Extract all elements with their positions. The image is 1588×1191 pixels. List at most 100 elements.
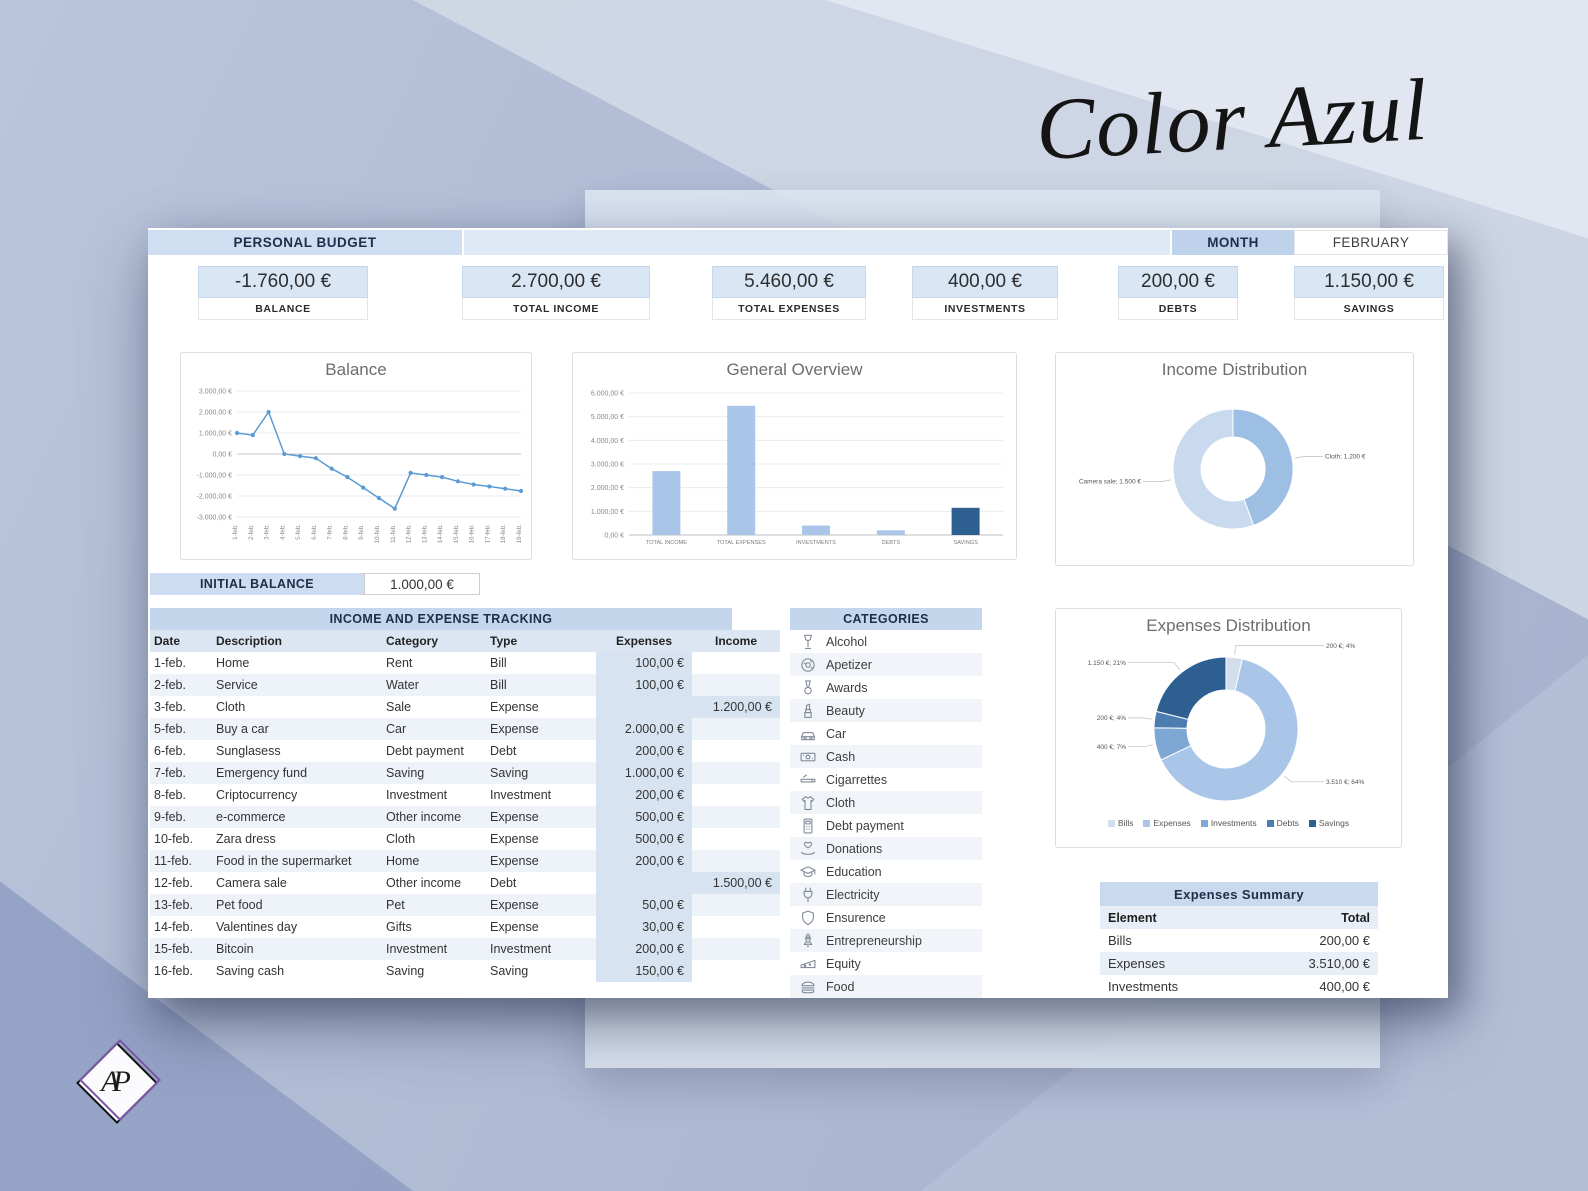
- cell-expenses[interactable]: 150,00 €: [596, 960, 692, 982]
- month-selector-label[interactable]: MONTH: [1172, 230, 1294, 255]
- cell-expenses[interactable]: 200,00 €: [596, 784, 692, 806]
- cell-income[interactable]: [692, 674, 780, 696]
- cell-date[interactable]: 5-feb.: [154, 722, 186, 736]
- cell-type[interactable]: Expense: [490, 898, 539, 912]
- cell-category[interactable]: Other income: [386, 876, 462, 890]
- cell-type[interactable]: Expense: [490, 832, 539, 846]
- cell-description[interactable]: Camera sale: [216, 876, 287, 890]
- cell-expenses[interactable]: 200,00 €: [596, 740, 692, 762]
- cell-type[interactable]: Bill: [490, 678, 507, 692]
- cell-income[interactable]: [692, 938, 780, 960]
- cell-date[interactable]: 12-feb.: [154, 876, 193, 890]
- cell-category[interactable]: Investment: [386, 942, 448, 956]
- svg-text:2.000,00 €: 2.000,00 €: [199, 410, 232, 417]
- initial-balance-value[interactable]: 1.000,00 €: [364, 573, 480, 595]
- cell-income[interactable]: [692, 718, 780, 740]
- cell-description[interactable]: Food in the supermarket: [216, 854, 352, 868]
- cell-category[interactable]: Pet: [386, 898, 405, 912]
- cell-type[interactable]: Expense: [490, 920, 539, 934]
- cell-type[interactable]: Expense: [490, 810, 539, 824]
- cell-category[interactable]: Sale: [386, 700, 412, 714]
- cell-income[interactable]: [692, 652, 780, 674]
- cell-income[interactable]: [692, 828, 780, 850]
- cell-description[interactable]: Emergency fund: [216, 766, 308, 780]
- cell-expenses[interactable]: 50,00 €: [596, 894, 692, 916]
- cell-date[interactable]: 1-feb.: [154, 656, 186, 670]
- table-row: 9-feb. e-commerce Other income Expense 500,0…: [150, 806, 780, 828]
- cell-category[interactable]: Saving: [386, 766, 425, 780]
- cell-description[interactable]: e-commerce: [216, 810, 286, 824]
- cell-expenses[interactable]: 500,00 €: [596, 806, 692, 828]
- cell-income[interactable]: [692, 784, 780, 806]
- cell-type[interactable]: Expense: [490, 854, 539, 868]
- cell-date[interactable]: 13-feb.: [154, 898, 193, 912]
- cell-category[interactable]: Cloth: [386, 832, 416, 846]
- cell-category[interactable]: Water: [386, 678, 419, 692]
- cell-expenses[interactable]: 100,00 €: [596, 674, 692, 696]
- cell-category[interactable]: Investment: [386, 788, 448, 802]
- cell-expenses[interactable]: 1.000,00 €: [596, 762, 692, 784]
- cell-expenses[interactable]: 200,00 €: [596, 938, 692, 960]
- cell-expenses[interactable]: 200,00 €: [596, 850, 692, 872]
- cell-expenses[interactable]: [596, 696, 692, 718]
- cell-category[interactable]: Rent: [386, 656, 413, 670]
- cell-type[interactable]: Saving: [490, 766, 529, 780]
- cell-date[interactable]: 3-feb.: [154, 700, 186, 714]
- cell-date[interactable]: 11-feb.: [154, 854, 192, 868]
- cell-type[interactable]: Expense: [490, 722, 539, 736]
- cell-category[interactable]: Home: [386, 854, 420, 868]
- cell-expenses[interactable]: 30,00 €: [596, 916, 692, 938]
- cell-description[interactable]: Saving cash: [216, 964, 285, 978]
- cell-income[interactable]: [692, 740, 780, 762]
- cell-date[interactable]: 7-feb.: [154, 766, 186, 780]
- cell-type[interactable]: Expense: [490, 700, 539, 714]
- cell-description[interactable]: Cloth: [216, 700, 246, 714]
- cell-date[interactable]: 6-feb.: [154, 744, 186, 758]
- cell-description[interactable]: Sunglasess: [216, 744, 281, 758]
- cell-expenses[interactable]: 500,00 €: [596, 828, 692, 850]
- cell-income[interactable]: [692, 960, 780, 982]
- cell-category[interactable]: Gifts: [386, 920, 412, 934]
- cell-description[interactable]: Zara dress: [216, 832, 276, 846]
- cell-income[interactable]: [692, 894, 780, 916]
- cell-income[interactable]: 1.200,00 €: [692, 696, 780, 718]
- cell-type[interactable]: Investment: [490, 788, 552, 802]
- cell-income[interactable]: 1.500,00 €: [692, 872, 780, 894]
- cell-description[interactable]: Service: [216, 678, 258, 692]
- cell-description[interactable]: Buy a car: [216, 722, 269, 736]
- cell-type[interactable]: Debt: [490, 744, 517, 758]
- cell-description[interactable]: Home: [216, 656, 250, 670]
- cell-type[interactable]: Investment: [490, 942, 552, 956]
- cell-description[interactable]: Pet food: [216, 898, 263, 912]
- cell-description[interactable]: Bitcoin: [216, 942, 254, 956]
- cell-expenses[interactable]: 2.000,00 €: [596, 718, 692, 740]
- cell-date[interactable]: 10-feb.: [154, 832, 193, 846]
- cell-type[interactable]: Bill: [490, 656, 507, 670]
- table-row: 1-feb. Home Rent Bill 100,00 €: [150, 652, 780, 674]
- cell-date[interactable]: 16-feb.: [154, 964, 193, 978]
- cell-date[interactable]: 9-feb.: [154, 810, 186, 824]
- summary-total: 400,00 €: [1319, 979, 1370, 994]
- cell-category[interactable]: Other income: [386, 810, 462, 824]
- cell-date[interactable]: 2-feb.: [154, 678, 186, 692]
- cell-income[interactable]: [692, 762, 780, 784]
- cell-description[interactable]: Criptocurrency: [216, 788, 298, 802]
- cell-date[interactable]: 14-feb.: [154, 920, 193, 934]
- cell-income[interactable]: [692, 850, 780, 872]
- svg-text:15-feb.: 15-feb.: [453, 524, 460, 544]
- month-value-cell[interactable]: FEBRUARY: [1294, 230, 1448, 255]
- cell-description[interactable]: Valentines day: [216, 920, 298, 934]
- cell-type[interactable]: Debt: [490, 876, 517, 890]
- svg-text:200 €; 4%: 200 €; 4%: [1097, 715, 1126, 722]
- cell-date[interactable]: 8-feb.: [154, 788, 186, 802]
- category-label: Cash: [826, 749, 856, 764]
- cell-expenses[interactable]: [596, 872, 692, 894]
- cell-category[interactable]: Car: [386, 722, 407, 736]
- cell-category[interactable]: Saving: [386, 964, 425, 978]
- cell-income[interactable]: [692, 806, 780, 828]
- cell-type[interactable]: Saving: [490, 964, 529, 978]
- cell-date[interactable]: 15-feb.: [154, 942, 193, 956]
- cell-expenses[interactable]: 100,00 €: [596, 652, 692, 674]
- cell-income[interactable]: [692, 916, 780, 938]
- cell-category[interactable]: Debt payment: [386, 744, 464, 758]
